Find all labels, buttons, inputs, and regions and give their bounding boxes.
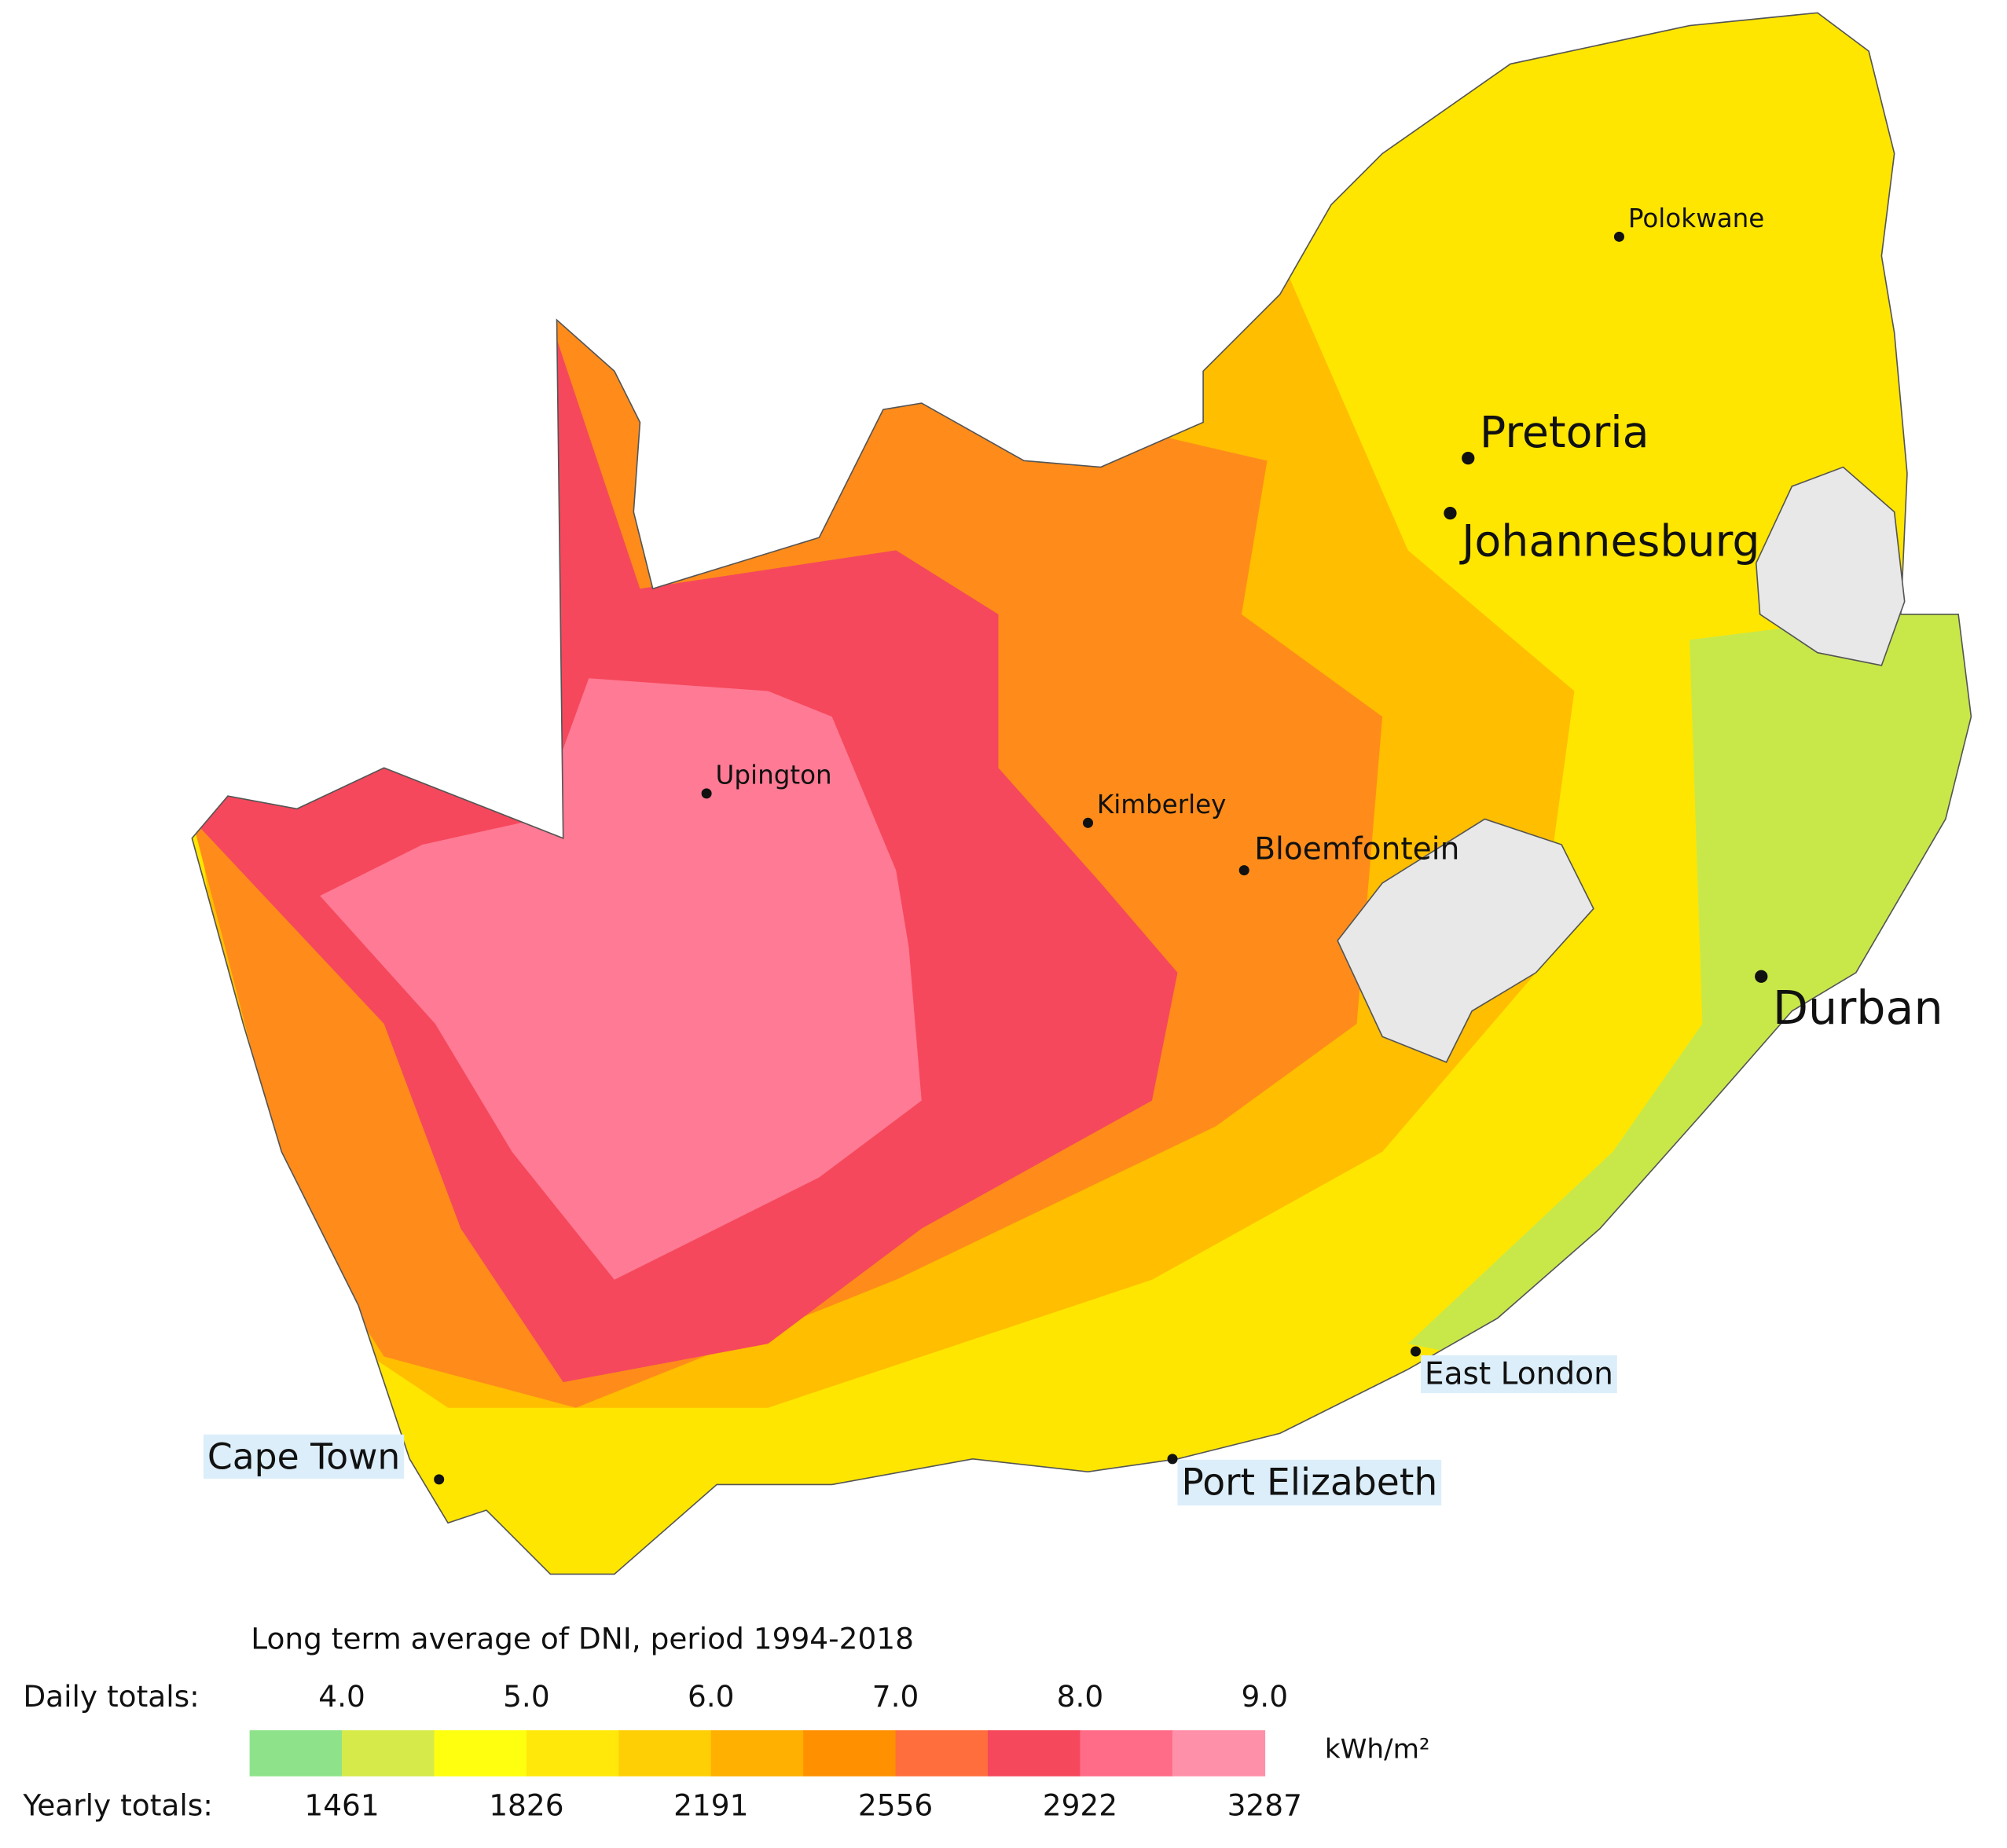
city-label: Durban <box>1773 981 1943 1035</box>
city-label: Polokwane <box>1628 204 1764 233</box>
daily-tick-label: 6.0 <box>688 1679 735 1714</box>
zone-green <box>1407 601 1972 1357</box>
yearly-tick-label: 1826 <box>489 1788 563 1822</box>
city-label-bg <box>1420 1355 1617 1394</box>
lesotho <box>1337 818 1594 1063</box>
daily-tick-label: 4.0 <box>318 1679 365 1714</box>
legend-swatch <box>249 1730 343 1776</box>
daily-tick-label: 8.0 <box>1057 1679 1104 1714</box>
dni-map <box>192 13 1972 1575</box>
legend-unit: kWh/m² <box>1325 1734 1430 1766</box>
legend-swatch <box>895 1730 989 1776</box>
city-label: Port Elizabeth <box>1181 1461 1437 1504</box>
city-labels: Polokwane Pretoria Johannesburg Durban Uping… <box>203 204 1943 1506</box>
yearly-tick-label: 3287 <box>1227 1788 1302 1822</box>
legend-swatch <box>1080 1730 1173 1776</box>
legend-swatch <box>618 1730 712 1776</box>
city-label-bg <box>1177 1459 1442 1506</box>
city-dot <box>1462 451 1475 465</box>
city-dot <box>1167 1454 1178 1465</box>
city-label: Upington <box>716 761 832 790</box>
city-dot <box>434 1474 445 1485</box>
legend-swatch <box>710 1730 804 1776</box>
legend-swatch <box>434 1730 527 1776</box>
city-dot <box>1238 865 1249 876</box>
city-dot <box>1613 231 1624 242</box>
city-label: East London <box>1425 1356 1613 1392</box>
yearly-tick-label: 2922 <box>1043 1788 1117 1822</box>
yearly-tick-label: 2191 <box>673 1788 748 1822</box>
legend-swatch <box>1172 1730 1266 1776</box>
legend: Long term average of DNI, period 1994-20… <box>22 1622 1429 1823</box>
city-dot <box>1444 507 1457 520</box>
yearly-label: Yearly totals: <box>22 1788 213 1822</box>
city-label: Kimberley <box>1097 790 1227 820</box>
city-dot <box>1410 1346 1421 1357</box>
city-dot <box>701 788 712 799</box>
country-outline <box>191 12 1972 1575</box>
city-dot <box>1082 817 1094 828</box>
legend-swatch <box>988 1730 1081 1776</box>
city-dot <box>1755 970 1768 983</box>
legend-title: Long term average of DNI, period 1994-20… <box>251 1622 914 1656</box>
eswatini <box>1755 466 1906 666</box>
legend-swatch <box>342 1730 435 1776</box>
daily-tick-label: 5.0 <box>503 1679 550 1714</box>
daily-tick-label: 7.0 <box>872 1679 919 1714</box>
city-label: Pretoria <box>1480 408 1649 458</box>
city-label-bg <box>203 1434 405 1479</box>
yearly-tick-label: 1461 <box>304 1788 379 1822</box>
yearly-tick-label: 2556 <box>858 1788 933 1822</box>
legend-swatch <box>526 1730 620 1776</box>
zone-pink <box>320 678 922 1280</box>
city-label: Cape Town <box>207 1436 400 1477</box>
daily-tick-label: 9.0 <box>1241 1679 1288 1714</box>
city-label: Johannesburg <box>1459 516 1759 566</box>
legend-swatch <box>803 1730 897 1776</box>
city-label: Bloemfontein <box>1254 832 1459 867</box>
daily-label: Daily totals: <box>23 1679 199 1714</box>
